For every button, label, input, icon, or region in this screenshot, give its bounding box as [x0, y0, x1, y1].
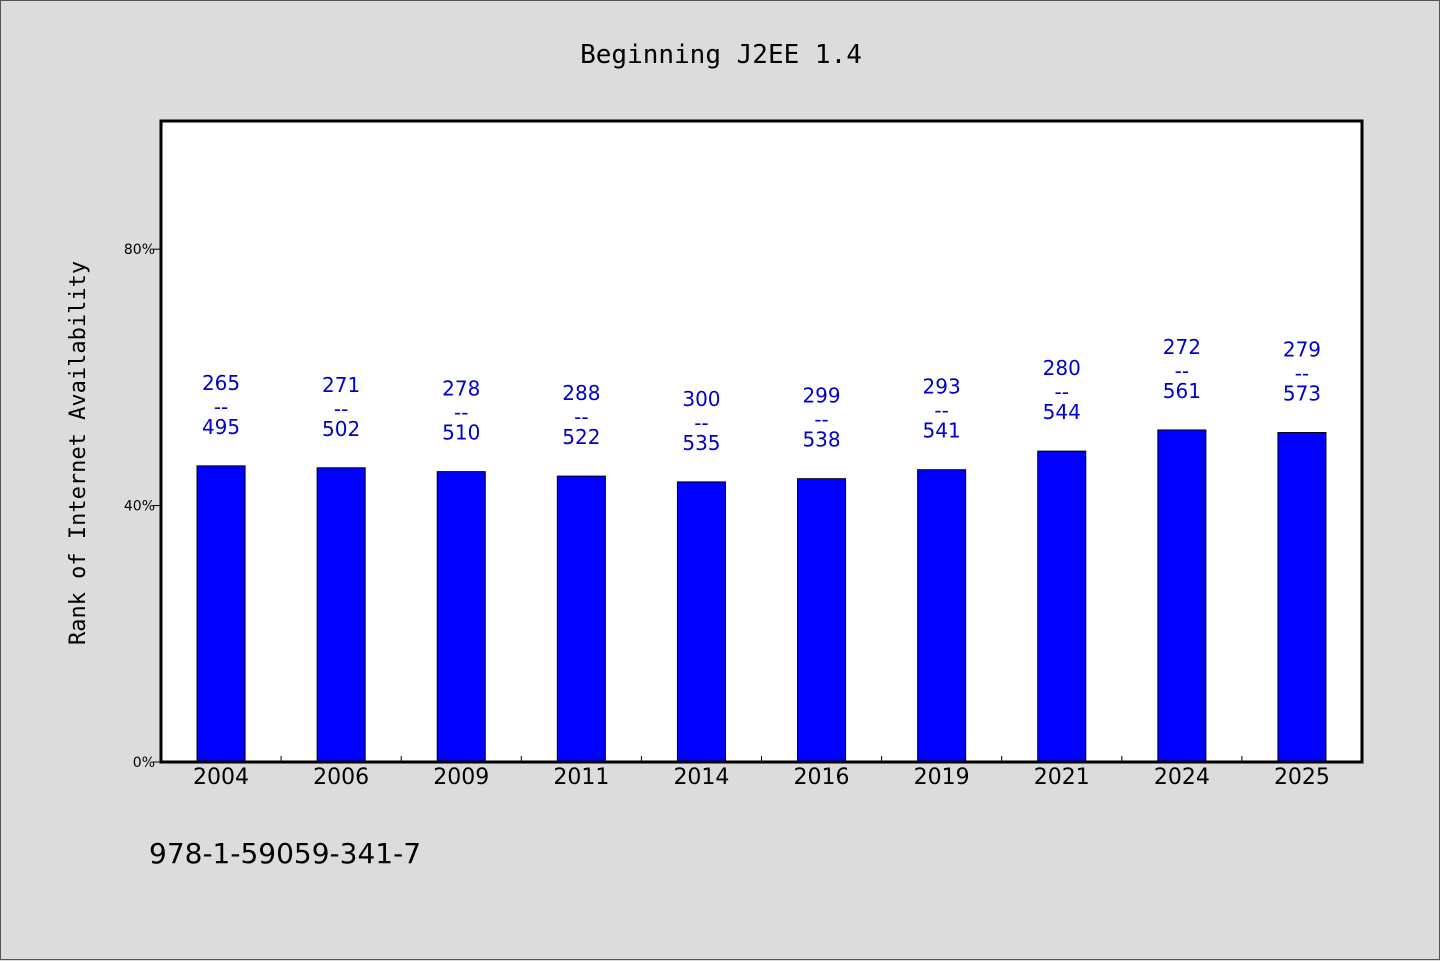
bar	[316, 467, 366, 763]
data-label-separator: --	[694, 411, 708, 435]
data-label-separator: --	[1295, 362, 1309, 386]
data-label-rank: 280	[1043, 356, 1081, 380]
x-tick-label: 2009	[433, 765, 489, 790]
data-label-total: 535	[682, 431, 720, 455]
data-label-separator: --	[1175, 359, 1189, 383]
x-tick-label: 2019	[914, 765, 970, 790]
data-label-total: 538	[802, 428, 840, 452]
x-tick-label: 2025	[1274, 765, 1330, 790]
data-label-rank: 271	[322, 373, 360, 397]
data-label-total: 544	[1043, 400, 1081, 424]
data-label-rank: 288	[562, 381, 600, 405]
bar	[676, 481, 726, 763]
bar	[1157, 429, 1207, 763]
x-tick-label: 2011	[553, 765, 609, 790]
data-label-total: 522	[562, 425, 600, 449]
bar	[436, 471, 486, 763]
data-label-rank: 299	[802, 384, 840, 408]
data-label-total: 495	[202, 415, 240, 439]
plot-border	[159, 119, 1364, 764]
data-label-rank: 300	[682, 387, 720, 411]
x-tick-label: 2016	[794, 765, 850, 790]
data-label-separator: --	[574, 405, 588, 429]
data-label-separator: --	[814, 408, 828, 432]
data-label-total: 561	[1163, 379, 1201, 403]
bar	[556, 475, 606, 763]
data-label-rank: 272	[1163, 335, 1201, 359]
data-label-separator: --	[934, 399, 948, 423]
data-label-total: 510	[442, 421, 480, 445]
data-label-separator: --	[454, 401, 468, 425]
x-tick-label: 2021	[1034, 765, 1090, 790]
data-label-rank: 279	[1283, 338, 1321, 362]
data-label-total: 541	[923, 419, 961, 443]
x-tick-label: 2006	[313, 765, 369, 790]
data-label-rank: 265	[202, 371, 240, 395]
data-label-separator: --	[1055, 380, 1069, 404]
x-tick-label: 2014	[673, 765, 729, 790]
bar	[196, 465, 246, 763]
data-label-separator: --	[334, 397, 348, 421]
y-tick-label: 80%	[124, 242, 155, 258]
bar	[1037, 450, 1087, 763]
bar	[917, 469, 967, 763]
y-tick-label: 40%	[124, 499, 155, 515]
isbn-footnote: 978-1-59059-341-7	[149, 837, 421, 870]
chart-title: Beginning J2EE 1.4	[580, 40, 862, 70]
data-label-rank: 293	[923, 375, 961, 399]
data-label-total: 502	[322, 417, 360, 441]
data-label-total: 573	[1283, 382, 1321, 406]
x-tick-label: 2024	[1154, 765, 1210, 790]
x-tick-label: 2004	[193, 765, 249, 790]
data-label-rank: 278	[442, 377, 480, 401]
y-tick-label: 0%	[133, 755, 155, 771]
bars	[196, 429, 1327, 763]
y-axis-label: Rank of Internet Availability	[66, 261, 91, 645]
bar	[1277, 432, 1327, 763]
data-label-separator: --	[214, 395, 228, 419]
bar	[797, 478, 847, 763]
data-labels: 2004495--2652006502--2712009510--2782011…	[193, 335, 1330, 790]
